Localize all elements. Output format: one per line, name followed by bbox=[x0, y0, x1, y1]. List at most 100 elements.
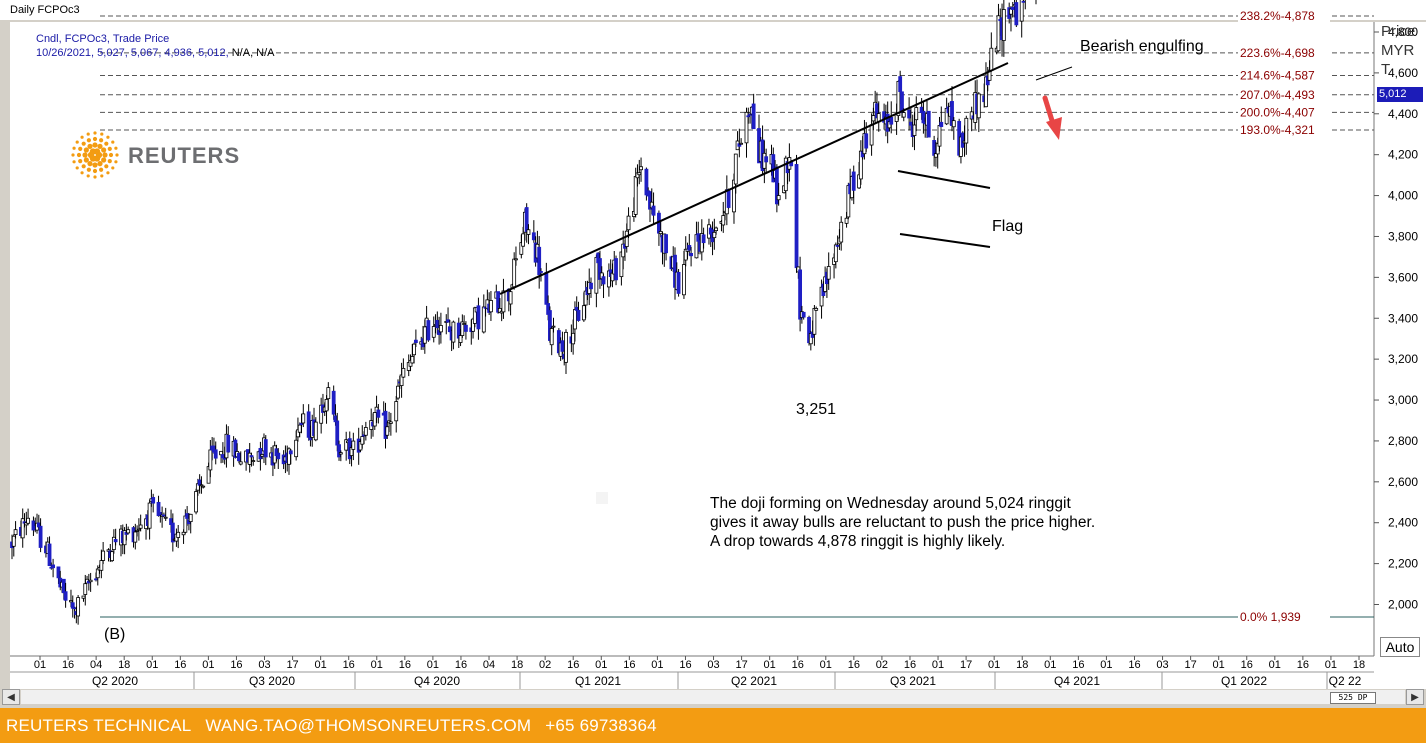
logo-dot bbox=[111, 140, 115, 144]
candle-body bbox=[589, 282, 593, 290]
time-tick-label: 01 bbox=[34, 659, 46, 671]
candle-body bbox=[939, 121, 944, 128]
time-tick-label: 16 bbox=[399, 659, 411, 671]
candle-body bbox=[363, 427, 368, 436]
candle-body bbox=[162, 514, 166, 517]
candle-body bbox=[551, 325, 556, 328]
scroll-left-button[interactable]: ◀ bbox=[2, 689, 20, 705]
candle-body bbox=[410, 356, 415, 364]
candle-body bbox=[833, 244, 838, 263]
chart-background bbox=[10, 22, 1374, 656]
fib-label: 238.2%-4,878 bbox=[1240, 9, 1315, 23]
footer-company: REUTERS TECHNICAL bbox=[6, 716, 192, 735]
time-tick-label: 01 bbox=[146, 659, 158, 671]
candle-body bbox=[637, 172, 642, 176]
reuters-logo-text: REUTERS bbox=[128, 143, 241, 168]
auto-scale-button[interactable]: Auto bbox=[1380, 637, 1420, 657]
candle-body bbox=[676, 271, 681, 294]
candle-body bbox=[851, 171, 856, 191]
candle-body bbox=[185, 513, 190, 519]
candle-body bbox=[63, 591, 68, 601]
logo-dot bbox=[102, 152, 108, 158]
horizontal-scrollbar[interactable] bbox=[21, 690, 1405, 704]
candle-body bbox=[914, 107, 919, 121]
candle-body bbox=[682, 264, 686, 296]
candle-body bbox=[188, 513, 193, 523]
time-tick-label: 16 bbox=[1128, 659, 1140, 671]
time-tick-label: 02 bbox=[876, 659, 888, 671]
scroll-right-button[interactable]: ▶ bbox=[1406, 689, 1424, 705]
candle-body bbox=[401, 367, 406, 378]
candle-body bbox=[156, 501, 161, 517]
candle-body bbox=[56, 566, 61, 579]
time-tick-label: 01 bbox=[988, 659, 1000, 671]
logo-dot bbox=[107, 159, 112, 164]
quarter-label: Q3 2021 bbox=[890, 674, 936, 688]
candle-body bbox=[138, 524, 143, 529]
time-tick-label: 03 bbox=[258, 659, 270, 671]
time-tick-label: 02 bbox=[539, 659, 551, 671]
logo-dot bbox=[100, 174, 104, 178]
candle-body bbox=[581, 305, 586, 321]
candle-body bbox=[276, 452, 281, 460]
down-arrow bbox=[1042, 95, 1062, 140]
candle-body bbox=[481, 306, 486, 333]
fib-label-bg bbox=[1238, 609, 1330, 623]
quarter-label: Q2 2021 bbox=[731, 674, 777, 688]
data-points-badge: 525 DP bbox=[1330, 692, 1376, 704]
flag-label: Flag bbox=[992, 218, 1024, 235]
price-axis-header-unit: T bbox=[1381, 61, 1391, 78]
time-tick-label: 01 bbox=[315, 659, 327, 671]
footer-bar: REUTERS TECHNICAL WANG.TAO@THOMSONREUTERS… bbox=[0, 708, 1426, 743]
flag-upper-line bbox=[897, 170, 991, 189]
quarter-label: Q1 2021 bbox=[575, 674, 621, 688]
fib-label: 200.0%-4,407 bbox=[1240, 105, 1315, 119]
candle-body bbox=[726, 189, 731, 208]
candle-body bbox=[213, 449, 218, 459]
time-tick-label: 01 bbox=[820, 659, 832, 671]
quarter-label: Q2 2020 bbox=[92, 674, 138, 688]
candle-body bbox=[976, 93, 981, 119]
candle-body bbox=[133, 531, 138, 543]
candle-body bbox=[313, 421, 318, 441]
time-tick-label: 04 bbox=[483, 659, 495, 671]
logo-dot bbox=[83, 157, 89, 163]
time-tick-label: 03 bbox=[1156, 659, 1168, 671]
candle-body bbox=[844, 217, 849, 224]
logo-dot bbox=[75, 166, 79, 170]
time-tick-label: 01 bbox=[932, 659, 944, 671]
price-tick-label: 4,800 bbox=[1388, 25, 1418, 39]
quarter-label: Q4 2021 bbox=[1054, 674, 1100, 688]
candle-body bbox=[696, 233, 701, 242]
candle-body bbox=[658, 231, 663, 235]
quarter-label: Q2 22 bbox=[1329, 674, 1362, 688]
candle-body bbox=[238, 461, 243, 465]
candle-body bbox=[526, 229, 531, 235]
candle-body bbox=[136, 528, 141, 531]
logo-dot bbox=[82, 152, 88, 158]
candle-body bbox=[176, 531, 181, 538]
logo-dot bbox=[101, 147, 107, 153]
logo-dot bbox=[108, 152, 114, 158]
candle-body bbox=[306, 411, 311, 438]
candle-body bbox=[372, 412, 377, 427]
price-tick-label: 4,600 bbox=[1388, 66, 1418, 80]
quarter-label: Q1 2022 bbox=[1221, 674, 1267, 688]
candle-body bbox=[151, 497, 156, 504]
low-3251-label: 3,251 bbox=[796, 401, 837, 418]
footer-phone: +65 69738364 bbox=[545, 716, 657, 735]
candle-body bbox=[901, 112, 906, 118]
candle-body bbox=[932, 140, 937, 156]
candle-body bbox=[247, 452, 252, 465]
candle-body bbox=[812, 308, 817, 335]
candle-body bbox=[464, 324, 468, 332]
candle-body bbox=[69, 600, 73, 603]
candle-body bbox=[733, 153, 738, 185]
logo-dot bbox=[93, 175, 97, 179]
logo-dot bbox=[75, 140, 79, 144]
candle-body bbox=[739, 142, 744, 145]
candle-body bbox=[907, 109, 912, 119]
price-axis-header-currency: MYR bbox=[1381, 42, 1415, 59]
legend-na-values: N/A, N/A bbox=[231, 47, 275, 59]
